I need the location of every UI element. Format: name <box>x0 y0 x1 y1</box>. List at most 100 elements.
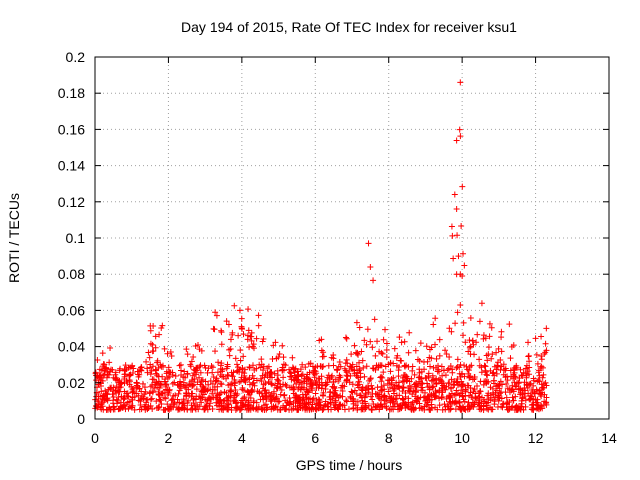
data-point <box>152 333 159 340</box>
data-point <box>510 375 517 382</box>
data-point <box>299 361 306 368</box>
data-point <box>336 359 343 366</box>
data-point <box>361 373 368 380</box>
data-point <box>326 375 333 382</box>
data-point <box>454 376 461 383</box>
data-point <box>390 360 397 367</box>
data-point <box>231 394 238 401</box>
data-point <box>453 400 460 407</box>
data-point <box>226 346 233 353</box>
data-point <box>102 387 109 394</box>
data-point <box>184 351 191 358</box>
data-point <box>470 341 477 348</box>
data-point <box>106 359 113 366</box>
data-point <box>439 382 446 389</box>
data-point <box>184 406 191 413</box>
data-point <box>390 395 397 402</box>
data-point <box>385 361 392 368</box>
data-point <box>288 376 295 383</box>
data-point <box>265 389 272 396</box>
data-point <box>275 354 282 361</box>
data-point <box>378 378 385 385</box>
data-point <box>237 357 244 364</box>
data-point <box>436 336 443 343</box>
data-point <box>277 381 284 388</box>
data-point <box>112 387 119 394</box>
data-point <box>217 362 224 369</box>
data-point <box>526 358 533 365</box>
data-point <box>442 347 449 354</box>
data-point <box>149 389 156 396</box>
data-point <box>358 404 365 411</box>
data-point <box>147 361 154 368</box>
data-point <box>460 250 467 257</box>
data-point <box>509 386 516 393</box>
data-point <box>521 379 528 386</box>
data-point <box>515 386 522 393</box>
data-point <box>281 392 288 399</box>
data-point <box>515 405 522 412</box>
data-point <box>398 357 405 364</box>
data-point <box>536 367 543 374</box>
data-point <box>272 339 279 346</box>
data-point <box>207 377 214 384</box>
data-point <box>253 335 260 342</box>
data-point <box>153 370 160 377</box>
data-point <box>277 406 284 413</box>
data-point <box>497 367 504 374</box>
data-point <box>298 380 305 387</box>
data-point <box>280 374 287 381</box>
data-point <box>167 348 174 355</box>
data-point <box>205 381 212 388</box>
data-point <box>369 365 376 372</box>
data-point <box>412 383 419 390</box>
data-point <box>168 402 175 409</box>
data-point <box>379 403 386 410</box>
data-point <box>534 360 541 367</box>
data-point <box>177 378 184 385</box>
data-point <box>483 371 490 378</box>
data-point <box>250 375 257 382</box>
data-point <box>493 370 500 377</box>
data-point <box>342 360 349 367</box>
data-point <box>457 301 464 308</box>
data-point <box>418 387 425 394</box>
data-point <box>431 341 438 348</box>
data-point <box>417 394 424 401</box>
data-point <box>382 326 389 333</box>
data-point <box>529 401 536 408</box>
data-point <box>192 396 199 403</box>
data-point <box>210 373 217 380</box>
data-point <box>432 315 439 322</box>
data-point <box>451 392 458 399</box>
data-point <box>269 374 276 381</box>
data-point <box>243 406 250 413</box>
data-point <box>537 402 544 409</box>
data-point <box>306 369 313 376</box>
data-point <box>268 381 275 388</box>
data-point <box>358 348 365 355</box>
data-point <box>369 390 376 397</box>
data-point <box>319 364 326 371</box>
data-point <box>311 368 318 375</box>
data-point <box>465 382 472 389</box>
data-point <box>378 362 385 369</box>
data-point <box>525 353 532 360</box>
data-point <box>171 400 178 407</box>
data-point <box>527 380 534 387</box>
data-point <box>520 406 527 413</box>
data-point <box>232 355 239 362</box>
data-point <box>532 335 539 342</box>
data-point <box>507 355 514 362</box>
data-point <box>97 382 104 389</box>
data-point <box>212 309 219 316</box>
data-point <box>218 341 225 348</box>
data-point <box>466 374 473 381</box>
axis-ticks <box>94 56 610 420</box>
y-tick-label: 0 <box>77 411 85 427</box>
data-point <box>239 402 246 409</box>
data-point <box>255 403 262 410</box>
data-point <box>405 349 412 356</box>
data-point <box>199 376 206 383</box>
